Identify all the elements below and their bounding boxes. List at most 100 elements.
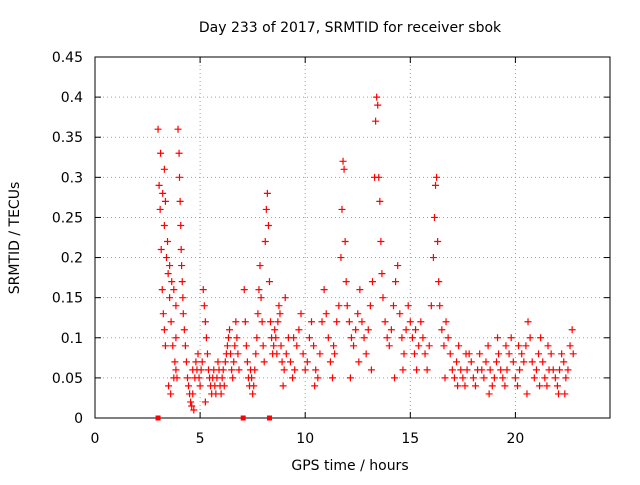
data-point	[503, 366, 511, 374]
data-point	[396, 310, 404, 318]
data-point	[162, 254, 170, 262]
data-point	[178, 278, 186, 286]
data-point	[364, 326, 372, 334]
data-point	[187, 398, 195, 406]
data-point	[253, 334, 261, 342]
data-point	[242, 342, 250, 350]
data-point	[188, 402, 196, 410]
y-tick-label: 0.15	[52, 291, 83, 307]
data-point	[201, 398, 209, 406]
data-point	[455, 342, 463, 350]
data-point	[267, 318, 275, 326]
data-point	[190, 406, 198, 414]
data-point	[444, 334, 452, 342]
data-point	[262, 205, 270, 213]
data-point	[480, 374, 488, 382]
data-point	[433, 173, 441, 181]
data-point	[516, 366, 524, 374]
data-point	[322, 310, 330, 318]
y-axis-label: SRMTID / TECUs	[7, 182, 23, 295]
data-point	[356, 286, 364, 294]
data-point	[515, 342, 523, 350]
data-point	[314, 374, 322, 382]
y-tick-label: 0.3	[61, 170, 83, 186]
data-point	[495, 350, 503, 358]
data-point	[197, 366, 205, 374]
data-point	[308, 318, 316, 326]
data-point	[299, 350, 307, 358]
data-point	[172, 302, 180, 310]
data-point	[446, 350, 454, 358]
data-point	[175, 149, 183, 157]
data-point	[497, 366, 505, 374]
data-point	[258, 318, 266, 326]
data-point	[235, 366, 243, 374]
data-point	[471, 382, 479, 390]
data-point	[338, 205, 346, 213]
data-point	[273, 350, 281, 358]
data-point	[180, 326, 188, 334]
data-point	[265, 278, 273, 286]
data-point	[421, 350, 429, 358]
data-point	[286, 358, 294, 366]
data-point	[360, 334, 368, 342]
data-point	[189, 366, 197, 374]
data-point	[505, 350, 513, 358]
data-point	[164, 270, 172, 278]
data-point	[214, 358, 222, 366]
data-point	[454, 382, 462, 390]
data-point	[469, 374, 477, 382]
data-point	[343, 302, 351, 310]
data-point	[226, 326, 234, 334]
data-point	[553, 382, 561, 390]
data-point	[220, 382, 228, 390]
data-point	[434, 238, 442, 246]
data-point	[339, 157, 347, 165]
data-point	[453, 358, 461, 366]
data-point	[509, 358, 517, 366]
data-point	[558, 350, 566, 358]
data-point	[156, 205, 164, 213]
data-point	[419, 334, 427, 342]
data-point	[459, 374, 467, 382]
data-point	[415, 342, 423, 350]
data-point	[350, 342, 358, 350]
data-point	[417, 318, 425, 326]
data-point	[568, 326, 576, 334]
data-point	[476, 350, 484, 358]
data-point	[347, 334, 355, 342]
data-point	[423, 366, 431, 374]
data-point	[159, 310, 167, 318]
data-point	[200, 302, 208, 310]
data-point	[249, 390, 257, 398]
data-point	[367, 366, 375, 374]
data-point	[524, 318, 532, 326]
data-point	[167, 318, 175, 326]
data-point	[389, 302, 397, 310]
data-point	[255, 286, 263, 294]
data-point	[158, 286, 166, 294]
data-point	[536, 382, 544, 390]
data-point	[406, 318, 414, 326]
data-point	[467, 358, 475, 366]
data-point	[275, 302, 283, 310]
data-point	[330, 342, 338, 350]
data-point	[157, 149, 165, 157]
data-point	[218, 374, 226, 382]
data-point	[555, 390, 562, 398]
data-point	[436, 302, 444, 310]
y-tick-label: 0.45	[52, 50, 83, 66]
data-point	[429, 254, 437, 262]
x-axis-label: GPS time / hours	[291, 458, 408, 474]
data-point	[280, 366, 288, 374]
data-point	[320, 286, 328, 294]
data-point	[160, 221, 168, 229]
data-point	[169, 342, 177, 350]
data-point	[526, 334, 534, 342]
data-point	[544, 342, 552, 350]
data-point	[161, 197, 169, 205]
data-point	[279, 382, 287, 390]
x-tick-label: 10	[296, 431, 314, 447]
data-point	[482, 358, 490, 366]
